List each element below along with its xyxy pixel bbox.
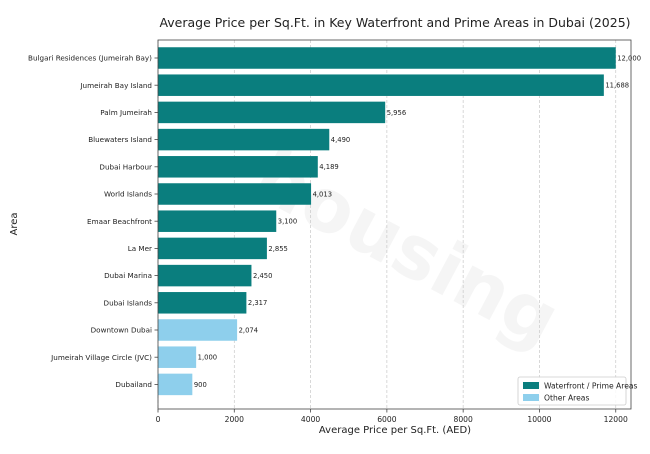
legend-label-prime: Waterfront / Prime Areas [544, 382, 638, 391]
y-tick-label: Dubai Marina [104, 271, 152, 280]
y-tick-label: Downtown Dubai [91, 326, 152, 335]
legend: Waterfront / Prime Areas Other Areas [517, 376, 638, 406]
data-label: 2,074 [239, 326, 258, 334]
data-label: 4,490 [331, 136, 350, 144]
x-axis-label: Average Price per Sq.Ft. (AED) [319, 425, 471, 436]
x-tick-label: 4000 [301, 415, 320, 424]
data-label: 2,450 [253, 272, 272, 280]
data-label: 11,688 [605, 82, 629, 90]
data-label: 4,013 [313, 190, 332, 198]
y-tick-label: Jumeirah Village Circle (JVC) [50, 353, 152, 362]
y-tick-label: Bluewaters Island [88, 135, 152, 144]
legend-box [517, 376, 627, 406]
x-tick-label: 2000 [225, 415, 244, 424]
data-label: 3,100 [278, 218, 297, 226]
legend-swatch-prime [523, 382, 539, 389]
legend-label-other: Other Areas [544, 394, 589, 403]
bar [158, 47, 616, 69]
y-axis-label: Area [9, 212, 20, 235]
x-tick-label: 0 [156, 415, 161, 424]
y-tick-label: Emaar Beachfront [87, 217, 152, 226]
data-label: 4,189 [319, 163, 338, 171]
bar [158, 74, 604, 96]
data-label: 2,855 [268, 245, 287, 253]
bar [158, 292, 247, 314]
chart-title: Average Price per Sq.Ft. in Key Waterfro… [159, 15, 630, 30]
y-tick-label: La Mer [128, 244, 152, 253]
data-label: 12,000 [617, 54, 641, 62]
y-tick-label: Dubailand [115, 380, 152, 389]
bar [158, 264, 252, 287]
x-tick-label: 12000 [604, 415, 628, 424]
bar-layer: 12,000 11,688 5,956 4,490 4,189 4,013 3,100 2,8… [158, 47, 641, 396]
y-tick-label: Dubai Harbour [99, 162, 152, 171]
y-tick-label: Bulgari Residences (Jumeirah Bay) [28, 54, 152, 63]
bar [158, 101, 386, 124]
bar [158, 210, 277, 232]
y-tick-label: Dubai Islands [104, 298, 153, 307]
bar [158, 373, 193, 396]
y-tick-label: World Islands [104, 190, 152, 199]
bar [158, 346, 197, 368]
x-tick-label: 6000 [377, 415, 396, 424]
data-label: 5,956 [387, 109, 406, 117]
bar [158, 237, 267, 260]
data-label: 900 [194, 381, 207, 389]
bar [158, 156, 318, 178]
x-tick-label: 8000 [453, 415, 472, 424]
axis-layer: 0 2000 4000 6000 8000 10000 12000 Bulgari Resid… [28, 54, 628, 424]
x-tick-label: 10000 [527, 415, 551, 424]
bar [158, 183, 312, 205]
y-tick-label: Jumeirah Bay Island [79, 81, 152, 90]
bar [158, 319, 238, 341]
bar [158, 128, 330, 151]
data-label: 2,317 [248, 299, 267, 307]
plot-frame [157, 39, 632, 410]
y-tick-label: Palm Jumeirah [100, 108, 152, 117]
data-label: 1,000 [198, 354, 217, 362]
grid-layer [157, 40, 617, 409]
legend-swatch-other [523, 394, 539, 401]
